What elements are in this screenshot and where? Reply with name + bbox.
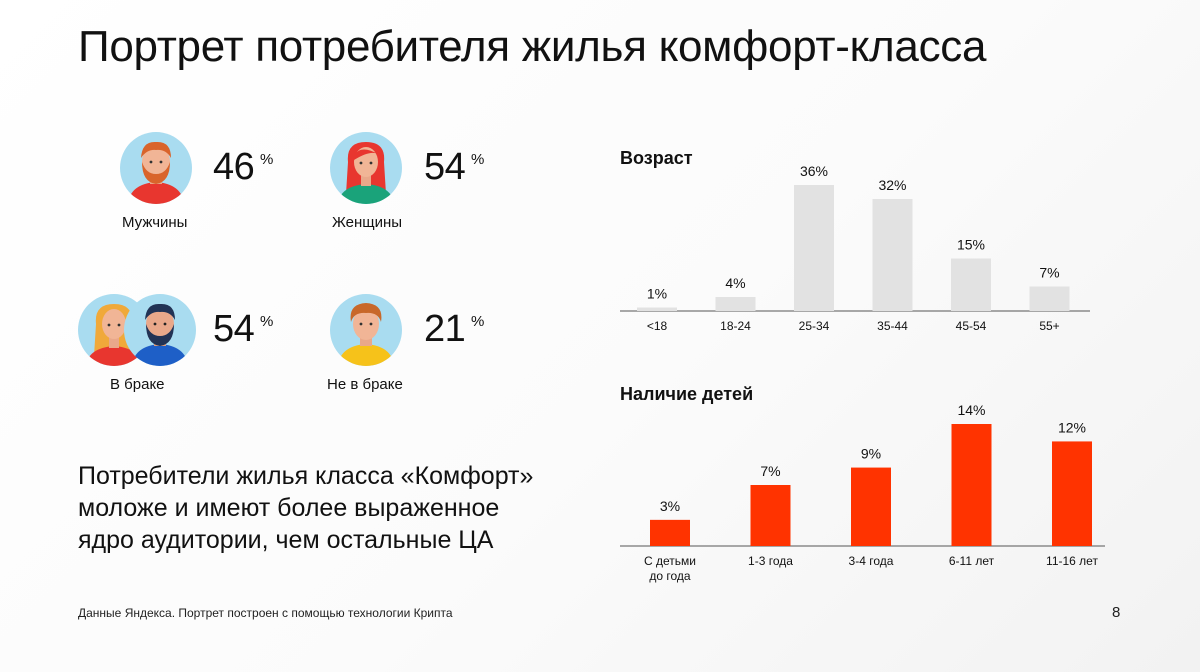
kids-chart-title: Наличие детей bbox=[620, 384, 754, 404]
footnote: Данные Яндекса. Портрет построен с помощ… bbox=[78, 606, 453, 620]
bar-value-label: 7% bbox=[1039, 265, 1059, 281]
married-percent: 54 bbox=[213, 308, 255, 350]
summary-text: Потребители жилья класса «Комфорт» молож… bbox=[78, 462, 534, 554]
couple-avatar-icon bbox=[78, 294, 196, 371]
single-label: Не в браке bbox=[327, 376, 403, 393]
category-label: 6-11 лет bbox=[949, 554, 995, 568]
category-label: 25-34 bbox=[799, 319, 830, 333]
women-label: Женщины bbox=[332, 214, 403, 231]
category-label: 45-54 bbox=[956, 319, 987, 333]
bar-value-label: 32% bbox=[878, 177, 906, 193]
category-label: 1-3 года bbox=[748, 554, 793, 568]
bar bbox=[872, 199, 913, 311]
page-number: 8 bbox=[1112, 604, 1121, 621]
category-label: С детьми bbox=[644, 554, 696, 568]
bar bbox=[794, 185, 834, 311]
bar-value-label: 9% bbox=[861, 446, 881, 462]
single-percent: 21 bbox=[424, 308, 466, 350]
women-percent-unit: % bbox=[471, 151, 485, 168]
bar bbox=[650, 519, 690, 546]
women-percent: 54 bbox=[424, 146, 466, 188]
age-chart: 1% <18 4% 18-24 36% 25-34 32% 35-44 15% 45-54 7% 55… bbox=[620, 163, 1090, 333]
category-label: <18 bbox=[647, 319, 668, 333]
category-label: 55+ bbox=[1039, 319, 1059, 333]
men-label: Мужчины bbox=[122, 214, 188, 231]
bar bbox=[951, 258, 991, 311]
single-percent-unit: % bbox=[471, 313, 485, 330]
man-avatar-icon bbox=[120, 132, 192, 209]
bar bbox=[851, 467, 891, 546]
bar bbox=[750, 485, 791, 546]
bar bbox=[1029, 286, 1070, 311]
bar-value-label: 14% bbox=[957, 402, 985, 418]
woman-avatar-icon bbox=[330, 132, 402, 209]
category-label: 18-24 bbox=[720, 319, 751, 333]
bar bbox=[951, 424, 992, 546]
young-man-avatar-icon bbox=[330, 294, 402, 371]
men-percent-unit: % bbox=[260, 151, 274, 168]
bar bbox=[715, 297, 756, 311]
page-title: Портрет потребителя жилья комфорт-класса bbox=[78, 22, 987, 71]
bar-value-label: 15% bbox=[957, 237, 985, 253]
bar-value-label: 4% bbox=[725, 275, 745, 291]
bar bbox=[637, 307, 677, 311]
bar bbox=[1052, 441, 1092, 546]
category-label: 11-16 лет bbox=[1046, 554, 1098, 568]
bar-value-label: 12% bbox=[1058, 419, 1086, 435]
bar-value-label: 3% bbox=[660, 498, 680, 514]
category-label: 35-44 bbox=[877, 319, 908, 333]
bar-value-label: 7% bbox=[760, 463, 780, 479]
bar-value-label: 1% bbox=[647, 286, 667, 302]
married-label: В браке bbox=[110, 376, 165, 393]
age-chart-title: Возраст bbox=[620, 148, 693, 168]
category-label: 3-4 года bbox=[849, 554, 894, 568]
married-percent-unit: % bbox=[260, 313, 274, 330]
category-label: до года bbox=[649, 569, 691, 583]
bar-value-label: 36% bbox=[800, 163, 828, 179]
men-percent: 46 bbox=[213, 146, 255, 188]
